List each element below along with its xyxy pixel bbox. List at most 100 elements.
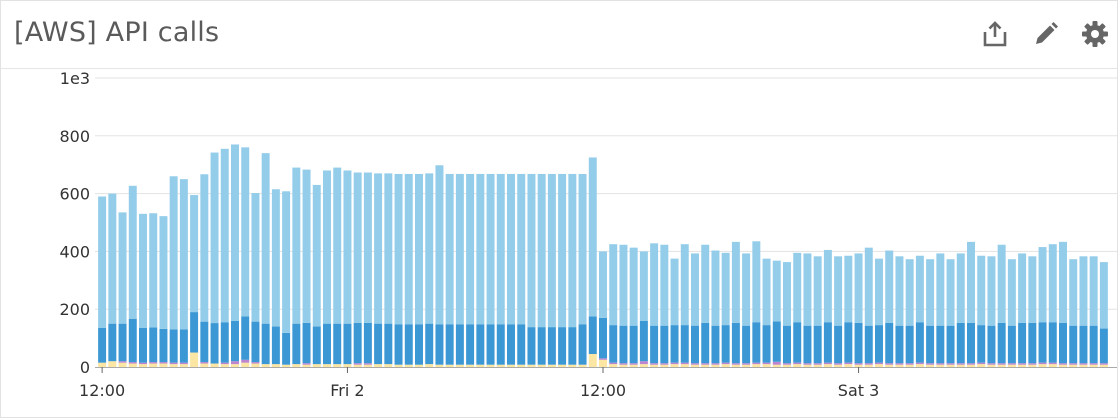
bar-segment[interactable]	[323, 170, 331, 324]
bar-segment[interactable]	[435, 364, 444, 367]
bar-segment[interactable]	[1079, 256, 1088, 326]
bar-segment[interactable]	[128, 363, 137, 367]
bar-segment[interactable]	[527, 327, 536, 365]
bar-segment[interactable]	[875, 362, 883, 365]
bar-segment[interactable]	[772, 321, 781, 362]
bar-segment[interactable]	[108, 361, 117, 367]
bar-segment[interactable]	[159, 216, 168, 329]
bar-segment[interactable]	[496, 324, 505, 365]
bar-segment[interactable]	[486, 324, 495, 365]
bar-segment[interactable]	[701, 244, 710, 323]
bar-segment[interactable]	[639, 361, 648, 365]
bar-segment[interactable]	[1089, 325, 1098, 364]
bar-segment[interactable]	[1079, 325, 1088, 364]
bar-segment[interactable]	[1048, 364, 1057, 367]
bar-segment[interactable]	[98, 196, 107, 328]
bar-segment[interactable]	[793, 322, 802, 363]
bar-segment[interactable]	[987, 256, 996, 326]
bar-segment[interactable]	[486, 173, 495, 325]
bar-segment[interactable]	[466, 173, 475, 325]
bar-segment[interactable]	[1099, 328, 1108, 364]
bar-segment[interactable]	[1069, 364, 1078, 367]
bar-segment[interactable]	[292, 364, 301, 367]
bar-segment[interactable]	[312, 184, 321, 327]
bar-segment[interactable]	[353, 364, 362, 367]
bar-segment[interactable]	[118, 212, 127, 324]
bar-segment[interactable]	[210, 363, 219, 367]
bar-segment[interactable]	[384, 173, 393, 324]
bar-segment[interactable]	[179, 362, 188, 365]
bar-segment[interactable]	[425, 173, 434, 324]
bar-segment[interactable]	[292, 167, 301, 324]
bar-segment[interactable]	[200, 362, 209, 364]
bar-segment[interactable]	[1079, 364, 1088, 367]
bar-segment[interactable]	[885, 363, 894, 365]
bar-segment[interactable]	[752, 322, 761, 363]
bar-segment[interactable]	[803, 363, 812, 365]
bar-segment[interactable]	[967, 364, 975, 367]
bar-segment[interactable]	[660, 363, 669, 365]
bar-segment[interactable]	[660, 364, 669, 367]
bar-segment[interactable]	[1059, 363, 1067, 365]
bar-segment[interactable]	[169, 362, 178, 365]
bar-segment[interactable]	[118, 323, 127, 362]
bar-segment[interactable]	[128, 318, 137, 363]
bar-segment[interactable]	[946, 364, 955, 367]
bar-segment[interactable]	[231, 364, 239, 367]
bar-segment[interactable]	[1028, 363, 1037, 365]
bar-segment[interactable]	[762, 325, 771, 363]
bar-segment[interactable]	[629, 363, 638, 365]
bar-segment[interactable]	[905, 363, 914, 365]
bar-segment[interactable]	[783, 262, 791, 326]
bar-segment[interactable]	[343, 364, 352, 367]
bar-segment[interactable]	[823, 364, 832, 367]
bar-segment[interactable]	[803, 325, 812, 364]
bar-segment[interactable]	[650, 243, 659, 326]
bar-segment[interactable]	[261, 153, 270, 324]
bar-segment[interactable]	[946, 259, 955, 326]
bar-segment[interactable]	[711, 364, 720, 367]
bar-segment[interactable]	[680, 364, 689, 367]
bar-segment[interactable]	[149, 327, 158, 363]
bar-segment[interactable]	[220, 148, 229, 323]
bar-segment[interactable]	[476, 173, 485, 325]
bar-segment[interactable]	[496, 364, 505, 367]
bar-segment[interactable]	[926, 325, 935, 364]
bar-segment[interactable]	[609, 325, 618, 363]
bar-segment[interactable]	[619, 364, 628, 367]
bar-segment[interactable]	[1028, 364, 1037, 367]
bar-segment[interactable]	[169, 329, 178, 363]
bar-segment[interactable]	[302, 169, 311, 323]
bar-segment[interactable]	[670, 364, 679, 367]
bar-segment[interactable]	[875, 325, 883, 363]
bar-segment[interactable]	[650, 325, 659, 364]
bar-segment[interactable]	[394, 324, 403, 365]
bar-segment[interactable]	[1069, 259, 1078, 326]
bar-segment[interactable]	[558, 364, 567, 367]
bar-segment[interactable]	[333, 323, 342, 365]
bar-segment[interactable]	[711, 363, 720, 365]
bar-segment[interactable]	[967, 322, 975, 364]
bar-segment[interactable]	[885, 364, 894, 367]
bar-segment[interactable]	[415, 173, 423, 325]
bar-segment[interactable]	[864, 247, 873, 326]
bar-segment[interactable]	[139, 213, 147, 328]
bar-segment[interactable]	[179, 329, 188, 363]
bar-segment[interactable]	[241, 359, 250, 363]
bar-segment[interactable]	[599, 317, 607, 359]
bar-segment[interactable]	[1018, 364, 1027, 367]
bar-segment[interactable]	[1059, 322, 1067, 364]
bar-segment[interactable]	[987, 363, 996, 365]
bar-segment[interactable]	[864, 364, 873, 367]
bar-segment[interactable]	[844, 364, 853, 367]
bar-segment[interactable]	[363, 364, 372, 367]
bar-segment[interactable]	[772, 361, 781, 365]
bar-segment[interactable]	[200, 363, 209, 367]
bar-segment[interactable]	[1099, 363, 1108, 365]
bar-segment[interactable]	[578, 324, 587, 365]
bar-segment[interactable]	[599, 358, 607, 360]
bar-segment[interactable]	[783, 325, 791, 364]
bar-segment[interactable]	[1048, 244, 1057, 323]
bar-segment[interactable]	[946, 325, 955, 364]
bar-segment[interactable]	[967, 363, 975, 365]
